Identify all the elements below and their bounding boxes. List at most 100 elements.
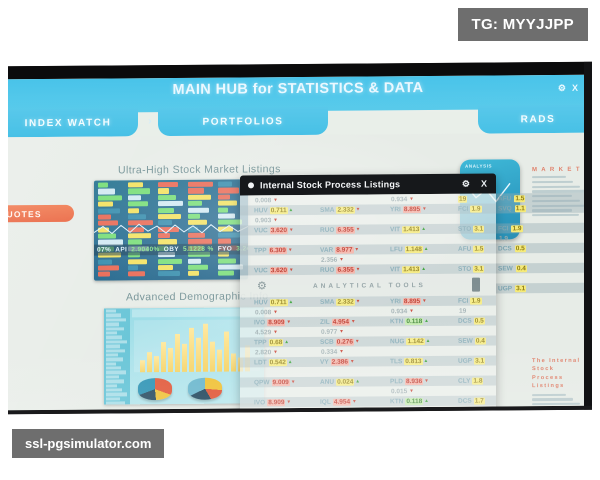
ticker-strip-value: 2.9040% bbox=[131, 246, 160, 254]
analytical-tools-chip-icon[interactable] bbox=[472, 277, 480, 292]
close-icon[interactable]: X bbox=[571, 82, 584, 93]
arrow-down-icon: ▾ bbox=[340, 256, 343, 263]
quote-symbol: DCS bbox=[498, 244, 512, 252]
overflow-quote-row[interactable] bbox=[496, 213, 584, 224]
quote-value: 0.934 bbox=[391, 195, 408, 203]
quote-symbol: AFU bbox=[458, 245, 472, 253]
arrow-down-icon: ▾ bbox=[274, 349, 277, 356]
sidebar[interactable]: E QUOTES TICKETS VERIES › CUTED bbox=[8, 137, 96, 223]
quote-cell: LFU 1.148 ▴ bbox=[390, 245, 427, 253]
gear-icon[interactable]: ⚙ bbox=[557, 82, 572, 93]
live-quotes-button[interactable]: E QUOTES bbox=[8, 204, 74, 223]
ticker-cell bbox=[158, 181, 178, 188]
quote-value: 3.1 bbox=[473, 225, 485, 233]
analysis-card-heading: ANALYSIS bbox=[465, 163, 493, 169]
quote-value: 0.813 bbox=[404, 357, 423, 365]
page-body: E QUOTES TICKETS VERIES › CUTED Ultra-Hi… bbox=[8, 132, 584, 411]
arrow-down-icon: ▾ bbox=[352, 318, 355, 325]
quote-cell: 0.334▾ bbox=[320, 348, 343, 355]
overflow-quote-row[interactable]: 1.9 bbox=[496, 233, 584, 244]
quote-value: 3.620 bbox=[269, 226, 289, 234]
overflow-quote-row[interactable]: FCI 1.9 bbox=[496, 222, 584, 234]
quote-value: 19 bbox=[459, 307, 467, 315]
quote-cell: VIT 1.413 ▴ bbox=[390, 225, 425, 233]
overflow-quote-row[interactable] bbox=[496, 273, 584, 284]
quote-cell: HUV 0.711 ▴ bbox=[254, 206, 292, 214]
quote-cell: FCI 1.9 bbox=[458, 297, 482, 304]
quote-value: 4.529 bbox=[255, 328, 272, 336]
demographics-data-row bbox=[106, 366, 121, 370]
quote-value: 6.355 bbox=[336, 226, 355, 234]
quote-symbol: SVQ bbox=[498, 204, 512, 212]
quote-cell: 0.015 ▾ bbox=[390, 388, 413, 395]
ticker-column bbox=[98, 182, 124, 278]
overflow-quote-row[interactable] bbox=[496, 253, 584, 264]
overflow-quote-row[interactable]: SEW 0.4 bbox=[496, 262, 584, 274]
demographics-data-row bbox=[106, 375, 119, 379]
quote-cell: 0.977 ▾ bbox=[320, 328, 343, 335]
tab-rads[interactable]: RADS bbox=[478, 104, 584, 134]
quote-symbol: SMA bbox=[320, 298, 335, 306]
ticker-column bbox=[188, 181, 214, 278]
overflow-quote-row[interactable]: AFU 1.5 bbox=[496, 192, 584, 204]
dialog-settings-gear-icon[interactable]: ⚙ bbox=[461, 178, 470, 189]
quote-symbol: VAR bbox=[320, 246, 334, 254]
ticker-cell bbox=[128, 265, 138, 271]
ticker-cell bbox=[98, 265, 119, 271]
dialog-actions[interactable]: ⚙ X bbox=[461, 178, 487, 189]
quote-value: 8.895 bbox=[402, 205, 422, 213]
analytical-tools-gear-icon[interactable]: ⚙ bbox=[257, 279, 267, 292]
quote-cell: 0.008 ▾ bbox=[254, 309, 277, 316]
overflow-quote-row[interactable]: DCS 0.5 bbox=[496, 242, 584, 254]
quote-value: 0.711 bbox=[269, 206, 288, 214]
monitor-photo: MAIN HUB for STATISTICS & DATA ⚙X INDEX … bbox=[8, 61, 592, 415]
dialog-titlebar[interactable]: Internal Stock Process Listings ⚙ X bbox=[240, 173, 496, 196]
analytical-tools-band[interactable]: ⚙ ANALYTICAL TOOLS bbox=[240, 273, 496, 298]
tab-index-watch[interactable]: INDEX WATCH bbox=[8, 108, 138, 138]
overflow-quote-row[interactable]: SVQ 1.1 bbox=[496, 202, 584, 214]
quote-value: 0.024 bbox=[336, 378, 355, 386]
ticker-cell bbox=[218, 207, 228, 213]
quote-cell: SEW 0.4 bbox=[458, 337, 486, 344]
ticker-cell bbox=[128, 214, 146, 220]
internal-stock-process-listings-dialog[interactable]: Internal Stock Process Listings ⚙ X 0.00… bbox=[240, 173, 496, 411]
dialog-quote-rows-bottom: HUV 0.711 ▴ SMA 2.332 ▾ YRI 8.895 ▾ FCI 1.9 0.008 ▾ 0… bbox=[240, 295, 496, 410]
arrow-down-icon: ▾ bbox=[287, 399, 290, 406]
quote-symbol: VUC bbox=[254, 226, 268, 234]
arrow-up-icon: ▴ bbox=[424, 358, 428, 365]
quote-cell: 0.934 ▾ bbox=[390, 308, 413, 315]
ticker-cell bbox=[218, 194, 230, 200]
quote-value: 9.009 bbox=[271, 378, 290, 386]
quote-cell: SCB 0.276 ▾ bbox=[320, 338, 359, 345]
quote-symbol: LDT bbox=[254, 358, 267, 366]
quote-value: 0.5 bbox=[514, 244, 526, 252]
window-controls[interactable]: ⚙X bbox=[558, 83, 584, 94]
tab-portfolios[interactable]: PORTFOLIOS bbox=[158, 106, 328, 137]
arrow-down-icon: ▾ bbox=[287, 319, 290, 326]
quote-symbol: IVO bbox=[254, 398, 266, 406]
quote-cell: ZIL 4.954 ▾ bbox=[320, 318, 355, 325]
quote-symbol: IVO bbox=[254, 318, 266, 326]
arrow-up-icon: ▴ bbox=[285, 339, 288, 346]
quote-value: 8.909 bbox=[267, 398, 286, 406]
dialog-close-icon[interactable]: X bbox=[480, 178, 487, 189]
arrow-down-icon: ▾ bbox=[356, 338, 359, 345]
arrow-down-icon: ▾ bbox=[356, 226, 360, 233]
ticker-strip-label: API bbox=[115, 246, 128, 254]
demographics-bar bbox=[203, 323, 208, 372]
quote-value: 1.5 bbox=[473, 245, 485, 253]
quote-symbol: VY bbox=[320, 358, 329, 366]
quote-cell: PLD 8.936 ▾ bbox=[390, 377, 428, 385]
overflow-quote-row[interactable]: UGP 3.1 bbox=[496, 282, 584, 294]
ticker-cell bbox=[188, 258, 201, 264]
ticker-cell bbox=[218, 187, 239, 194]
demographics-data-row bbox=[106, 326, 124, 331]
text-line bbox=[532, 185, 581, 188]
quote-value: 1.9 bbox=[470, 297, 482, 305]
arrow-up-icon: ▴ bbox=[422, 226, 425, 233]
demographics-bar bbox=[175, 333, 180, 372]
text-line bbox=[532, 393, 566, 396]
ticker-cell bbox=[218, 200, 237, 206]
quote-symbol: KTN bbox=[390, 317, 404, 325]
